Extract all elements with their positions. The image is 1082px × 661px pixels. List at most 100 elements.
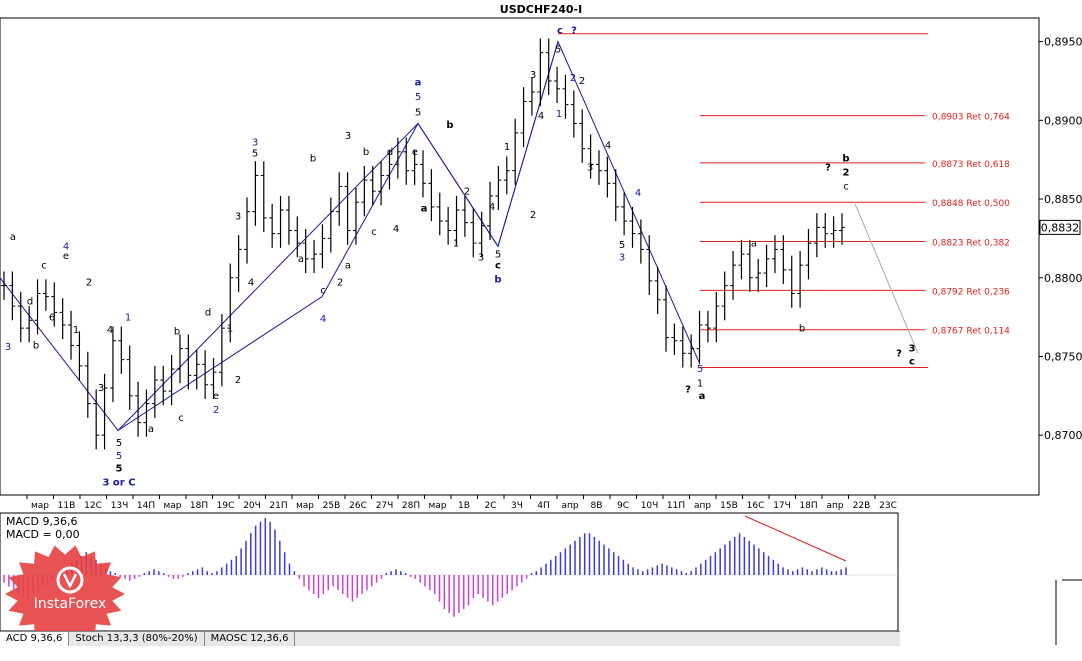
wave-label: a [751,238,757,249]
wave-label: 2 [235,375,241,386]
fib-level-label: 0,8767 Ret 0,114 [932,327,1010,337]
wave-label: b [310,153,316,164]
wave-label: 2 [579,76,585,87]
x-tick-label: 26С [349,501,367,511]
wave-label: ? [571,26,577,37]
fib-level-label: 0,8823 Ret 0,382 [932,239,1010,249]
x-tick-label: 28П [402,501,420,511]
x-tick-label: 20Ч [243,501,261,511]
x-tick-label: 18П [799,501,817,511]
wave-label: e [213,391,219,402]
wave-label: 2 [843,167,850,178]
x-tick-label: 3Ч [511,501,523,511]
chart-title: USDCHF240-I [500,3,582,16]
wave-label: 4 [635,188,641,199]
x-tick-label: 1В [458,501,470,511]
wave-label: e [63,251,69,262]
wave-label: 1 [73,325,79,336]
x-tick-label: 15В [720,501,738,511]
wave-label: 5 [415,108,421,119]
wave-label: 5 [619,240,625,251]
x-tick-label: 16С [747,501,765,511]
wave-label: c [909,356,915,367]
wave-label: b [842,153,849,164]
wave-label: 1 [697,378,703,389]
wave-label: 4 [320,314,326,325]
wave-label: a [10,232,16,243]
wave-label: 5 [555,45,561,56]
projection-line [854,203,919,354]
wave-label: 3 [345,131,351,142]
x-tick-label: 23С [879,501,897,511]
wave-label: 2 [570,73,576,84]
x-tick-label: 18П [190,501,208,511]
x-tick-label: мар [31,501,49,511]
y-tick-label: 0,8950 [1044,36,1082,49]
x-axis: мар 11В 12С 13Ч 14П мар 18П 19С 20Ч 21П мар 25В 26С 2… [26,495,897,511]
wave-label: a [421,204,428,215]
wave-label: 5 [415,92,421,103]
x-tick-label: 4П [537,501,550,511]
x-tick-label: 25В [323,501,341,511]
wave-label: d [205,308,211,319]
y-tick-label: 0,8850 [1044,193,1082,206]
fib-level-label: 0,8873 Ret 0,618 [932,160,1010,170]
wave-label: a [699,391,706,402]
wave-label: e [412,147,418,158]
wave-label: 2 [464,186,470,197]
tab-macd[interactable]: ACD 9,36,6 [0,632,70,646]
wave-label: 1 [125,312,131,323]
wave-label: 3 or C [102,478,135,489]
wave-label: 1 [227,323,233,334]
wave-label: 5 [116,438,122,449]
wave-label: 1 [556,109,562,120]
wave-label: 4 [107,325,113,336]
wave-label: 3 [98,383,104,394]
wave-label: d [387,147,393,158]
wave-label: b [33,341,39,352]
x-tick-label: 27Ч [376,501,394,511]
instaforex-logo: InstaForex [5,545,125,643]
wave-label: 2 [337,278,343,289]
wave-label: a [148,424,154,435]
price-panel [0,17,1040,496]
wave-label: 3 [909,344,916,355]
wave-label: a [345,260,351,271]
candles [1,38,845,450]
x-tick-label: 17Ч [773,501,791,511]
x-tick-label: апр [694,501,711,511]
fib-level-label: 0,8903 Ret 0,764 [932,113,1010,123]
wave-label: 2 [213,405,219,416]
x-tick-label: 8В [591,501,603,511]
wave-label: 3 [478,252,484,263]
x-tick-label: апр [561,501,578,511]
macd-label: MACD 9,36,6 [6,515,77,528]
x-tick-label: 21П [269,501,287,511]
current-price-label: 0,8832 [1041,221,1080,234]
wave-label: 1 [453,238,459,249]
tab-maosc[interactable]: MAOSC 12,36,6 [205,632,296,646]
x-tick-label: 2С [484,501,496,511]
x-tick-label: мар [163,501,181,511]
fib-level-label: 0,8848 Ret 0,500 [932,199,1010,209]
tab-stoch[interactable]: Stoch 13,3,3 (80%-20%) [69,632,205,646]
x-tick-label: 14П [137,501,155,511]
y-tick-label: 0,8700 [1044,429,1082,442]
wave-label: 4 [248,278,254,289]
wave-label: 3 [252,138,258,149]
wave-label: 3 [235,212,241,223]
fibonacci-levels: 0,8903 Ret 0,764 0,8873 Ret 0,618 0,8848 R… [558,33,1010,368]
wave-label: ? [825,163,831,174]
wave-label: c [41,260,47,271]
wave-label: c [320,285,326,296]
current-price-marker: 0,8832 [1039,219,1081,235]
y-tick-label: 0,8800 [1044,272,1082,285]
wave-label: 5 [697,364,703,375]
x-tick-label: 13Ч [111,501,129,511]
x-tick-label: мар [428,501,446,511]
wave-label: a [298,254,304,265]
wave-label: c [178,413,184,424]
wave-label: 5 [252,149,258,160]
